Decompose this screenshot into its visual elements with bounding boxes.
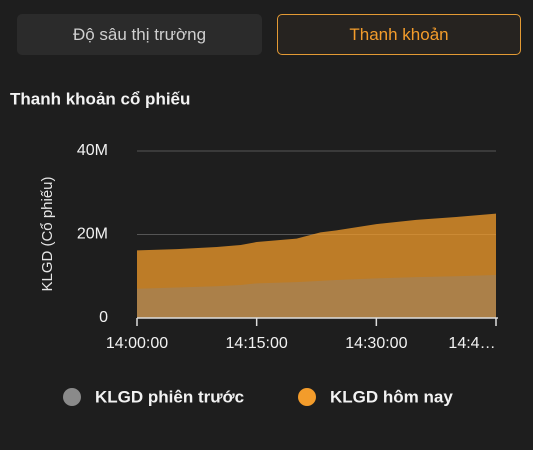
legend-label: KLGD phiên trước	[95, 387, 244, 406]
x-tick-label: 14:4…	[448, 335, 495, 352]
chart-title: Thanh khoản cổ phiếu	[10, 89, 190, 108]
y-axis-label: KLGD (Cổ phiếu)	[39, 176, 56, 291]
y-tick-label: 0	[99, 309, 108, 326]
tab[interactable]: Độ sâu thị trường	[17, 14, 262, 55]
y-tick-label: 20M	[77, 226, 108, 243]
legend-label: KLGD hôm nay	[330, 387, 453, 406]
area	[137, 213, 496, 318]
x-tick-label: 14:00:00	[106, 335, 168, 352]
y-tick-label: 40M	[77, 142, 108, 159]
legend-marker	[298, 388, 316, 406]
legend-marker	[63, 388, 81, 406]
area	[137, 274, 496, 318]
tab-active[interactable]: Thanh khoản	[277, 14, 521, 55]
x-tick-label: 14:30:00	[345, 335, 407, 352]
x-tick-label: 14:15:00	[226, 335, 288, 352]
